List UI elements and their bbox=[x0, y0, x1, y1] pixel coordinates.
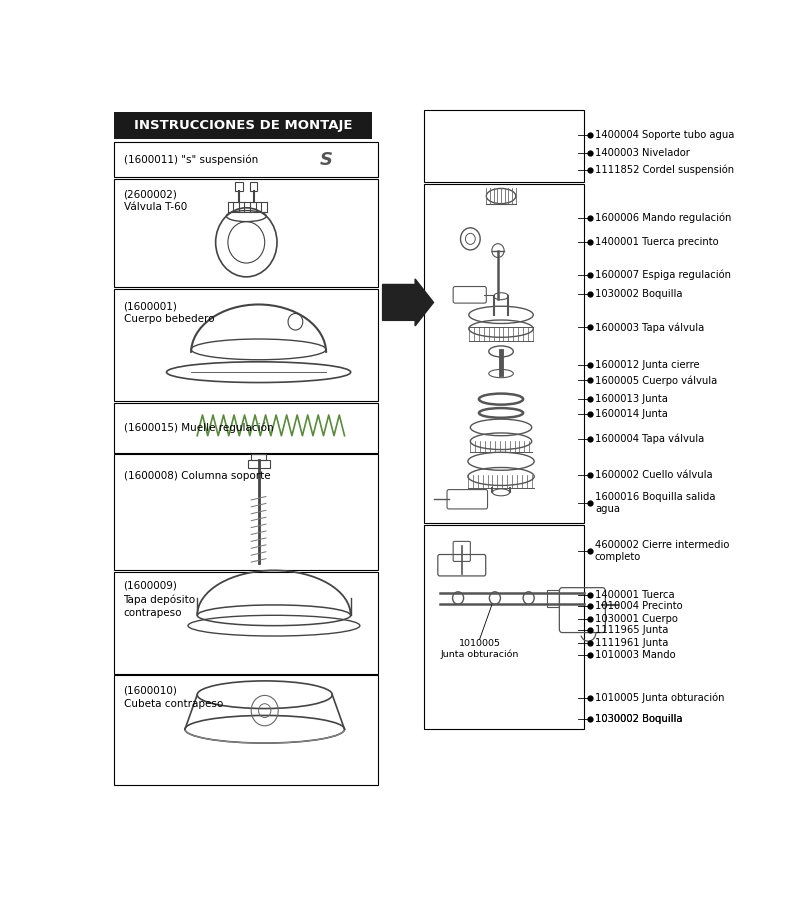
Text: 1010005
Junta obturación: 1010005 Junta obturación bbox=[440, 640, 519, 659]
Text: 1600013 Junta: 1600013 Junta bbox=[595, 394, 668, 405]
Text: 1600014 Junta: 1600014 Junta bbox=[595, 409, 668, 419]
Bar bbox=[114, 455, 379, 570]
Bar bbox=[425, 109, 584, 181]
Text: (1600001)
Cuerpo bebedero: (1600001) Cuerpo bebedero bbox=[124, 301, 214, 324]
Bar bbox=[114, 179, 379, 287]
Text: 1400001 Tuerca: 1400001 Tuerca bbox=[595, 589, 675, 599]
Text: (2600002)
Válvula T-60: (2600002) Válvula T-60 bbox=[124, 189, 187, 213]
Text: 1600003 Tapa válvula: 1600003 Tapa válvula bbox=[595, 322, 704, 333]
Text: S: S bbox=[320, 151, 333, 170]
Text: 1010005 Junta obturación: 1010005 Junta obturación bbox=[595, 692, 725, 703]
Text: 1600005 Cuerpo válvula: 1600005 Cuerpo válvula bbox=[595, 375, 718, 386]
Text: 1111961 Junta: 1111961 Junta bbox=[595, 638, 668, 648]
Bar bbox=[425, 525, 584, 729]
Text: 1010004 Precinto: 1010004 Precinto bbox=[595, 601, 683, 612]
Bar bbox=[248, 460, 269, 468]
Text: 1111965 Junta: 1111965 Junta bbox=[595, 625, 668, 635]
Bar bbox=[547, 589, 559, 607]
Bar bbox=[114, 142, 379, 177]
Bar bbox=[251, 455, 266, 460]
Text: 1600004 Tapa válvula: 1600004 Tapa válvula bbox=[595, 434, 704, 444]
Text: 1600007 Espiga regulación: 1600007 Espiga regulación bbox=[595, 269, 731, 280]
Bar bbox=[425, 184, 584, 524]
Text: 1111852 Cordel suspensión: 1111852 Cordel suspensión bbox=[595, 164, 734, 175]
Text: 1010003 Mando: 1010003 Mando bbox=[595, 649, 676, 659]
Bar bbox=[235, 182, 242, 190]
Text: 1030002 Boquilla: 1030002 Boquilla bbox=[595, 714, 683, 724]
Text: 1600002 Cuello válvula: 1600002 Cuello válvula bbox=[595, 470, 713, 480]
Text: 1030002 Boquilla: 1030002 Boquilla bbox=[595, 714, 683, 724]
Text: 1400001 Tuerca precinto: 1400001 Tuerca precinto bbox=[595, 238, 718, 248]
Text: 1600006 Mando regulación: 1600006 Mando regulación bbox=[595, 213, 731, 223]
Text: (1600015) Muelle regulación: (1600015) Muelle regulación bbox=[124, 422, 273, 433]
Bar bbox=[250, 182, 257, 190]
Bar bbox=[114, 675, 379, 785]
Text: 1400003 Nivelador: 1400003 Nivelador bbox=[595, 147, 690, 158]
Text: 1030002 Boquilla: 1030002 Boquilla bbox=[595, 289, 683, 299]
Text: (1600010)
Cubeta contrapeso: (1600010) Cubeta contrapeso bbox=[124, 685, 223, 709]
FancyArrow shape bbox=[383, 279, 433, 326]
Text: 4600002 Cierre intermedio
completo: 4600002 Cierre intermedio completo bbox=[595, 540, 729, 562]
Text: INSTRUCCIONES DE MONTAJE: INSTRUCCIONES DE MONTAJE bbox=[134, 119, 352, 132]
Text: 1400004 Soporte tubo agua: 1400004 Soporte tubo agua bbox=[595, 130, 734, 140]
Bar bbox=[114, 403, 379, 453]
Text: 1030001 Cuerpo: 1030001 Cuerpo bbox=[595, 614, 678, 623]
Bar bbox=[114, 289, 379, 401]
Text: (1600009)
Tapa depósito
contrapeso: (1600009) Tapa depósito contrapeso bbox=[124, 580, 196, 618]
Bar bbox=[114, 571, 379, 674]
Bar bbox=[114, 112, 372, 139]
Text: 1600016 Boquilla salida
agua: 1600016 Boquilla salida agua bbox=[595, 492, 715, 513]
Text: (1600008) Columna soporte: (1600008) Columna soporte bbox=[124, 472, 270, 482]
Text: (1600011) "s" suspensión: (1600011) "s" suspensión bbox=[124, 154, 258, 165]
Text: 1600012 Junta cierre: 1600012 Junta cierre bbox=[595, 361, 699, 370]
